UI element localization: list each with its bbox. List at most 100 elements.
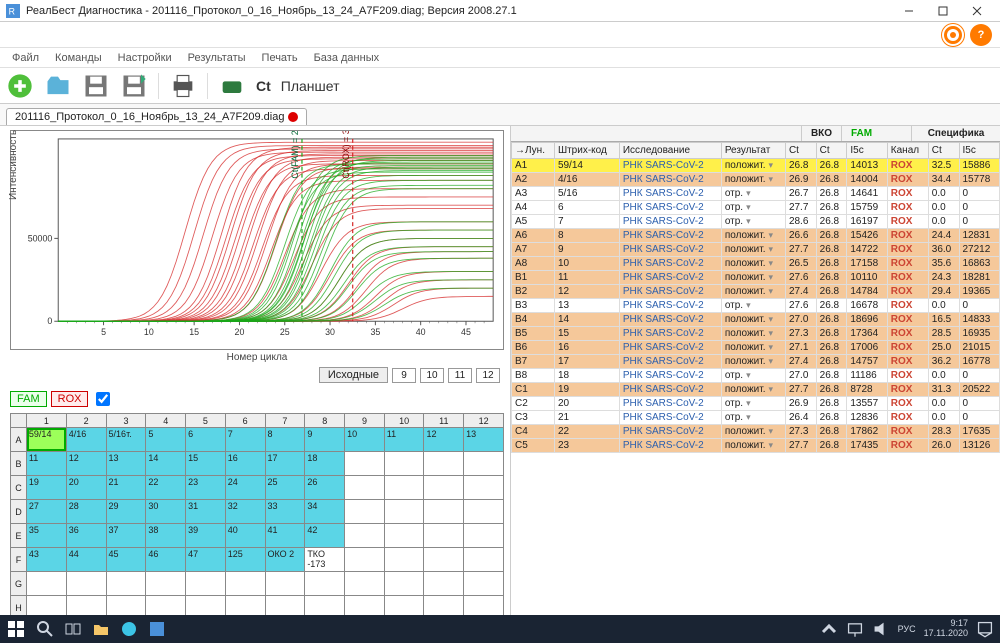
menu-database[interactable]: База данных	[306, 52, 388, 64]
results-row[interactable]: B212РНК SARS-CoV-2положит.▾27.426.814784…	[512, 285, 1000, 299]
plate-well[interactable]: 32	[225, 500, 265, 524]
minimize-button[interactable]	[892, 0, 926, 22]
plate-well[interactable]	[384, 572, 424, 596]
plate-well[interactable]: 45	[106, 548, 146, 572]
results-row[interactable]: C523РНК SARS-CoV-2положит.▾27.726.817435…	[512, 439, 1000, 453]
close-tab-icon[interactable]	[288, 112, 298, 122]
plate-well[interactable]: 21	[106, 476, 146, 500]
plate-well[interactable]	[384, 476, 424, 500]
results-row[interactable]: B515РНК SARS-CoV-2положит.▾27.326.817364…	[512, 327, 1000, 341]
plate-well[interactable]: 8	[265, 428, 305, 452]
channel-rox[interactable]: ROX	[51, 391, 89, 407]
plate-well[interactable]	[146, 572, 186, 596]
page-11[interactable]: 11	[448, 368, 472, 383]
plate-well[interactable]: 40	[225, 524, 265, 548]
plate-well[interactable]: 30	[146, 500, 186, 524]
plate-well[interactable]	[26, 572, 66, 596]
plate-well[interactable]	[345, 572, 385, 596]
plate-well[interactable]: 41	[265, 524, 305, 548]
plate-well[interactable]: 38	[146, 524, 186, 548]
explorer-icon[interactable]	[92, 620, 110, 638]
results-row[interactable]: B616РНК SARS-CoV-2положит.▾27.126.817006…	[512, 341, 1000, 355]
plate-well[interactable]	[345, 524, 385, 548]
results-row[interactable]: B717РНК SARS-CoV-2положит.▾27.426.814757…	[512, 355, 1000, 369]
plate-well[interactable]: 33	[265, 500, 305, 524]
page-9[interactable]: 9	[392, 368, 416, 383]
saveas-icon[interactable]	[120, 72, 148, 100]
plate-well[interactable]: 4/16	[66, 428, 106, 452]
results-row[interactable]: C422РНК SARS-CoV-2положит.▾27.326.817862…	[512, 425, 1000, 439]
menu-results[interactable]: Результаты	[180, 52, 254, 64]
save-icon[interactable]	[82, 72, 110, 100]
plate-well[interactable]: 24	[225, 476, 265, 500]
plate-well[interactable]	[345, 476, 385, 500]
menu-settings[interactable]: Настройки	[110, 52, 180, 64]
plate-well[interactable]: 17	[265, 452, 305, 476]
results-row[interactable]: A35/16РНК SARS-CoV-2отр.▾26.726.814641RO…	[512, 187, 1000, 201]
results-row[interactable]: A24/16РНК SARS-CoV-2положит.▾26.926.8140…	[512, 173, 1000, 187]
taskview-icon[interactable]	[64, 620, 82, 638]
results-col-well[interactable]: →Лун.	[512, 143, 555, 159]
plate-well[interactable]	[464, 500, 504, 524]
tray-chevron-icon[interactable]	[820, 620, 838, 638]
results-row[interactable]: A57РНК SARS-CoV-2отр.▾28.626.816197ROX0.…	[512, 215, 1000, 229]
plate-well[interactable]: 20	[66, 476, 106, 500]
plate-well[interactable]	[424, 572, 464, 596]
tray-notifications-icon[interactable]	[976, 620, 994, 638]
plate-well[interactable]: 26	[305, 476, 345, 500]
channel-checkbox[interactable]	[96, 392, 110, 406]
results-col-assay[interactable]: Исследование	[619, 143, 721, 159]
plate-well[interactable]	[464, 548, 504, 572]
plate-well[interactable]	[464, 452, 504, 476]
plate-well[interactable]	[265, 572, 305, 596]
plate-well[interactable]	[424, 452, 464, 476]
tray-lang[interactable]: РУС	[898, 624, 916, 634]
support-icon[interactable]	[942, 24, 964, 46]
plate-well[interactable]: 7	[225, 428, 265, 452]
print-icon[interactable]	[169, 72, 197, 100]
plate-well[interactable]: 12	[66, 452, 106, 476]
tray-clock[interactable]: 9:17 17.11.2020	[924, 619, 968, 639]
results-row[interactable]: C119РНК SARS-CoV-2положит.▾27.726.88728R…	[512, 383, 1000, 397]
plate-well[interactable]	[424, 500, 464, 524]
plate-well[interactable]: 59/14	[26, 428, 66, 452]
menu-file[interactable]: Файл	[4, 52, 47, 64]
plate-well[interactable]: 39	[186, 524, 226, 548]
results-row[interactable]: A68РНК SARS-CoV-2положит.▾26.626.815426R…	[512, 229, 1000, 243]
plate-well[interactable]: 15	[186, 452, 226, 476]
results-row[interactable]: C321РНК SARS-CoV-2отр.▾26.426.812836ROX0…	[512, 411, 1000, 425]
results-row[interactable]: A159/14РНК SARS-CoV-2положит.▾26.826.814…	[512, 159, 1000, 173]
plate-well[interactable]: 25	[265, 476, 305, 500]
plate-well[interactable]: ОКО 2	[265, 548, 305, 572]
page-12[interactable]: 12	[476, 368, 500, 383]
close-button[interactable]	[960, 0, 994, 22]
results-col-i5c2[interactable]: I5c	[959, 143, 1000, 159]
plate-well[interactable]: 5	[146, 428, 186, 452]
plate-well[interactable]: 43	[26, 548, 66, 572]
plate-well[interactable]	[424, 548, 464, 572]
tray-volume-icon[interactable]	[872, 620, 890, 638]
plate-well[interactable]: 6	[186, 428, 226, 452]
plate-well[interactable]: 16	[225, 452, 265, 476]
plate-well[interactable]	[464, 572, 504, 596]
results-col-barcode[interactable]: Штрих-код	[554, 143, 619, 159]
plate-well[interactable]: 9	[305, 428, 345, 452]
results-col-chan[interactable]: Канал	[887, 143, 928, 159]
results-row[interactable]: B414РНК SARS-CoV-2положит.▾27.026.818696…	[512, 313, 1000, 327]
plate-well[interactable]	[186, 572, 226, 596]
plate-well[interactable]: 19	[26, 476, 66, 500]
plate-well[interactable]: 37	[106, 524, 146, 548]
plate-well[interactable]: ТКО -173	[305, 548, 345, 572]
results-row[interactable]: B111РНК SARS-CoV-2положит.▾27.626.810110…	[512, 271, 1000, 285]
plate-well[interactable]	[345, 500, 385, 524]
results-row[interactable]: A810РНК SARS-CoV-2положит.▾26.526.817158…	[512, 257, 1000, 271]
plate-well[interactable]: 18	[305, 452, 345, 476]
plate-well[interactable]	[384, 524, 424, 548]
help-icon[interactable]: ?	[970, 24, 992, 46]
plate-well[interactable]: 11	[26, 452, 66, 476]
menu-commands[interactable]: Команды	[47, 52, 110, 64]
plate-well[interactable]: 22	[146, 476, 186, 500]
open-icon[interactable]	[44, 72, 72, 100]
plate-well[interactable]: 36	[66, 524, 106, 548]
plate-well[interactable]: 29	[106, 500, 146, 524]
